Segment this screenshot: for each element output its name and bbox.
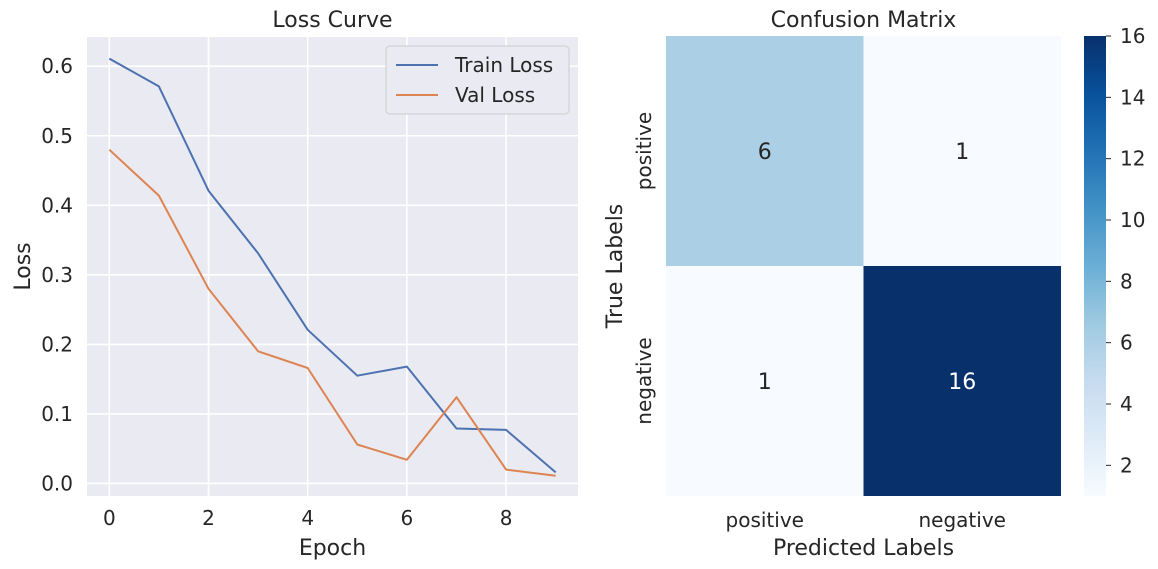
heatmap-cell xyxy=(666,36,864,266)
cell-value-label: 1 xyxy=(758,370,772,395)
heatmap-cell xyxy=(863,36,1061,266)
chart-title: Loss Curve xyxy=(272,8,392,33)
tick-labels: positive negative positive negative xyxy=(632,112,1006,532)
colorbar-tick-label: 4 xyxy=(1120,392,1133,416)
y-tick-label: 0.6 xyxy=(41,54,73,78)
y-tick-label: 0.4 xyxy=(41,193,73,217)
y-tick-label: 0.5 xyxy=(41,124,73,148)
val-loss-line xyxy=(108,148,556,477)
legend: Train Loss Val Loss xyxy=(385,45,570,115)
loss-curve-chart: 0 2 4 6 8 0.0 0.1 0.2 0.3 0.4 0.5 0.6 Loss Curve Ep… xyxy=(11,8,578,561)
x-axis-label: Epoch xyxy=(299,536,366,561)
colorbar-tick-label: 2 xyxy=(1120,453,1133,477)
x-tick-label: 4 xyxy=(301,506,314,530)
colorbar-tick-label: 8 xyxy=(1120,269,1133,293)
colorbar-tick-label: 14 xyxy=(1120,85,1145,109)
train-loss-line xyxy=(108,57,557,474)
x-tick-label: 8 xyxy=(500,506,513,530)
legend-label: Train Loss xyxy=(454,53,553,77)
colorbar-tick-label: 10 xyxy=(1120,208,1145,232)
heatmap-cell xyxy=(666,266,864,496)
legend-box xyxy=(385,45,570,115)
x-axis-label: Predicted Labels xyxy=(773,536,954,561)
y-tick-label: 0.1 xyxy=(41,402,73,426)
colorbar-tick-label: 12 xyxy=(1120,147,1145,171)
heatmap-cell xyxy=(863,266,1061,496)
x-tick-label: negative xyxy=(919,508,1006,532)
y-tick-label: 0.2 xyxy=(41,332,73,356)
grid xyxy=(87,37,578,496)
colorbar-tick-label: 6 xyxy=(1120,331,1133,355)
series-lines xyxy=(108,57,557,477)
colorbar xyxy=(1084,36,1106,496)
cell-value-label: 16 xyxy=(948,370,976,395)
y-tick-label: positive xyxy=(632,112,656,190)
y-axis-label: Loss xyxy=(11,242,36,290)
y-axis-label: True Labels xyxy=(603,204,628,330)
colorbar-ticks: 2 4 6 8 10 12 14 16 xyxy=(1106,24,1145,477)
x-tick-label: 6 xyxy=(401,506,414,530)
y-tick-label: 0.3 xyxy=(41,263,73,287)
y-tick-label: 0.0 xyxy=(41,471,73,495)
legend-label: Val Loss xyxy=(455,83,535,107)
colorbar-tick-label: 16 xyxy=(1120,24,1145,48)
cell-value-label: 6 xyxy=(758,140,772,165)
cell-value-label: 1 xyxy=(955,140,969,165)
x-tick-label: positive xyxy=(726,508,804,532)
heatmap-cells: 6 11 16 xyxy=(666,36,1061,496)
tick-labels: 0 2 4 6 8 0.0 0.1 0.2 0.3 0.4 0.5 0.6 xyxy=(41,54,512,530)
chart-title: Confusion Matrix xyxy=(771,8,957,33)
x-tick-label: 0 xyxy=(103,506,116,530)
x-tick-label: 2 xyxy=(202,506,215,530)
y-tick-label: negative xyxy=(632,337,656,424)
